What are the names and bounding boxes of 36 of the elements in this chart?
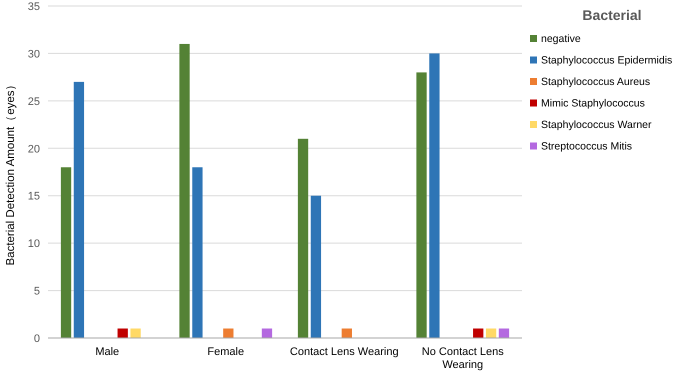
legend-label: Staphylococcus Warner <box>541 119 652 131</box>
bar <box>473 328 484 338</box>
legend-label: Staphylococcus Epidermidis <box>541 54 672 66</box>
bar <box>130 328 141 338</box>
bar <box>74 82 84 338</box>
x-tick-label: No Contact Lens Wearing <box>422 346 504 371</box>
bar <box>192 167 203 338</box>
x-tick-label: Male <box>95 346 120 358</box>
legend-label: Streptococcus Mitis <box>541 140 632 152</box>
legend-label: Staphylococcus Aureus <box>541 76 650 88</box>
bar <box>342 328 352 338</box>
y-tick-label: 30 <box>28 48 40 60</box>
y-tick-label: 5 <box>34 286 40 298</box>
legend-title: Bacterial <box>582 7 642 23</box>
y-tick-label: 35 <box>28 1 40 13</box>
bar <box>416 72 427 338</box>
bar <box>310 196 322 338</box>
y-tick-label: 0 <box>34 333 40 345</box>
bar <box>429 53 440 338</box>
bar <box>223 328 234 338</box>
bar <box>118 328 128 338</box>
bar <box>262 328 272 338</box>
legend-label: negative <box>541 33 581 45</box>
bar <box>498 328 510 338</box>
y-tick-label: 15 <box>28 190 40 203</box>
bar <box>298 138 308 338</box>
x-tick-label: Female <box>207 346 244 358</box>
y-tick-label: 25 <box>28 96 40 108</box>
x-tick-label: Contact Lens Wearing <box>290 346 399 358</box>
bar <box>486 328 496 338</box>
y-axis-title: Bacterial Detection Amount（eyes） <box>5 78 17 266</box>
y-tick-label: 10 <box>28 238 40 250</box>
bar <box>179 44 190 338</box>
bar <box>60 167 72 338</box>
legend-label: Mimic Staphylococcus <box>541 98 645 110</box>
y-tick-label: 20 <box>28 143 40 156</box>
